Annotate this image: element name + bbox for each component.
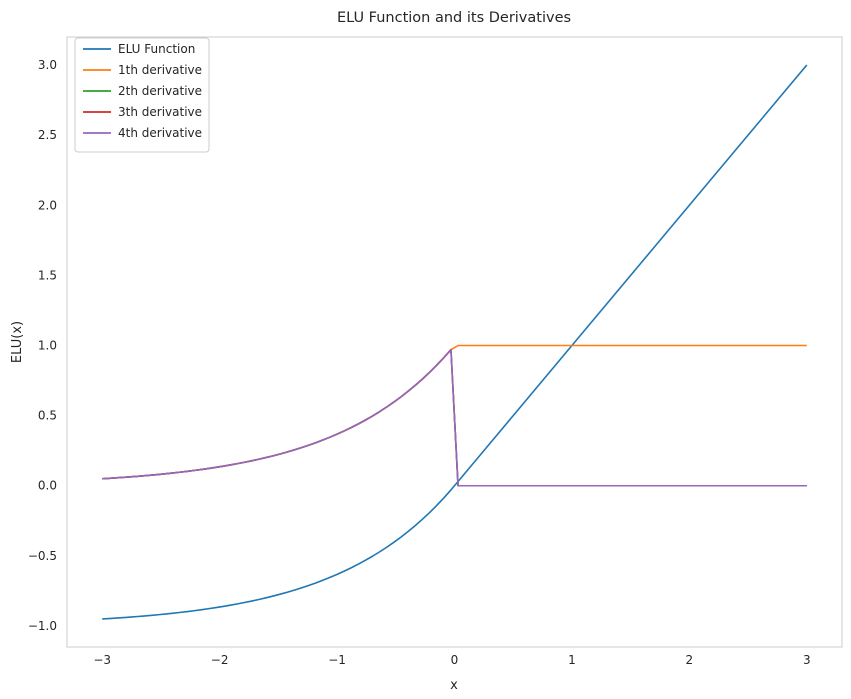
- series-line-5: [102, 348, 807, 487]
- y-tick-label: −0.5: [28, 549, 57, 563]
- legend-label: 4th derivative: [118, 126, 202, 140]
- x-tick-label: −2: [211, 653, 229, 667]
- y-tick-label: 3.0: [38, 58, 57, 72]
- x-axis-ticks: −3 −2 −1 0 1 2 3: [93, 653, 810, 667]
- y-tick-label: 2.0: [38, 198, 57, 212]
- y-tick-label: 2.5: [38, 128, 57, 142]
- legend: ELU Function 1th derivative 2th derivative…: [74, 37, 210, 153]
- chart-title: ELU Function and its Derivatives: [337, 10, 571, 26]
- y-tick-label: 0.5: [38, 409, 57, 423]
- x-tick-label: 1: [568, 653, 576, 667]
- y-tick-label: −1.0: [28, 619, 57, 633]
- x-tick-label: −1: [328, 653, 346, 667]
- y-axis-ticks: −1.0 −0.5 0.0 0.5 1.0 1.5 2.0 2.5 3.0: [28, 58, 57, 633]
- legend-label: ELU Function: [118, 42, 195, 56]
- y-tick-label: 1.5: [38, 268, 57, 282]
- y-axis-label: ELU(x): [10, 321, 25, 363]
- y-tick-label: 1.0: [38, 339, 57, 353]
- x-tick-label: 3: [803, 653, 811, 667]
- x-axis-label: x: [450, 678, 458, 693]
- series-layer: [102, 64, 808, 620]
- y-tick-label: 0.0: [38, 479, 57, 493]
- series-line-1: [102, 64, 808, 620]
- x-tick-label: 2: [686, 653, 694, 667]
- legend-label: 3th derivative: [118, 105, 202, 119]
- legend-label: 1th derivative: [118, 63, 202, 77]
- x-tick-label: −3: [93, 653, 111, 667]
- legend-box: [74, 37, 210, 153]
- x-tick-label: 0: [451, 653, 459, 667]
- legend-label: 2th derivative: [118, 84, 202, 98]
